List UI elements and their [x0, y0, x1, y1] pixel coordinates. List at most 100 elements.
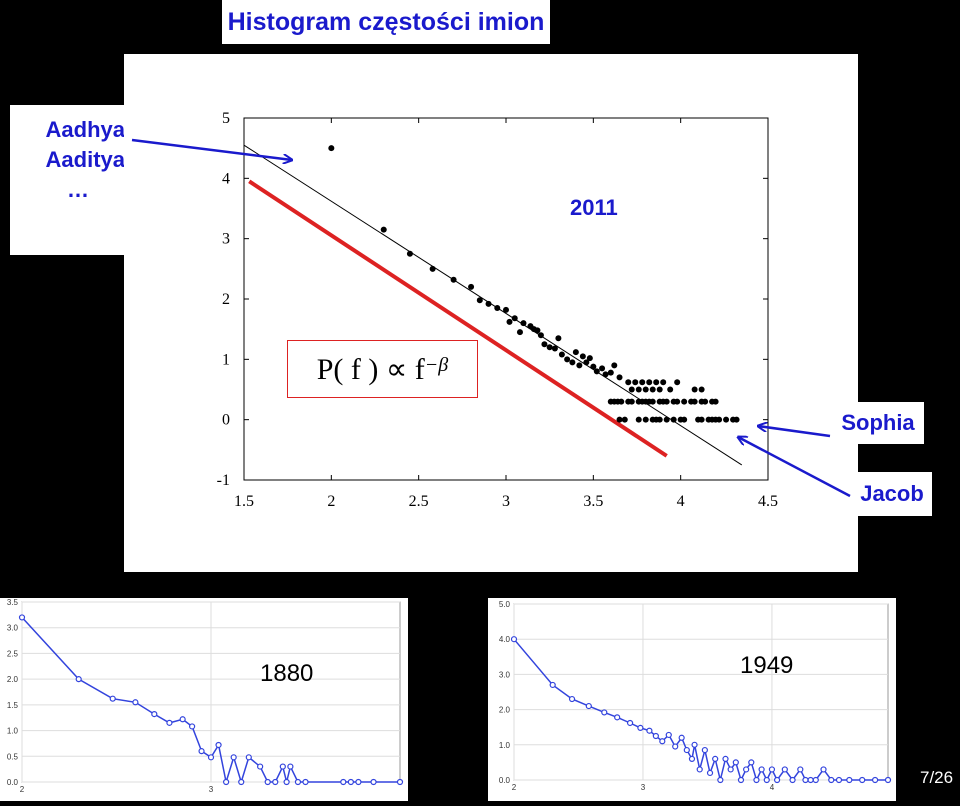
y-tick-label: 3.0 — [7, 624, 19, 633]
data-point — [520, 320, 527, 327]
series-point — [688, 755, 696, 762]
series-point — [706, 769, 714, 777]
data-point — [670, 416, 677, 423]
y-tick-label: 0 — [222, 412, 230, 429]
series-point — [347, 778, 354, 786]
series-point — [802, 776, 809, 784]
y-tick-label: 2.5 — [7, 649, 19, 658]
x-tick-label: 4 — [677, 493, 685, 510]
series-point — [859, 776, 866, 784]
series-point — [151, 711, 158, 718]
x-tick-label: 3 — [641, 783, 646, 792]
series-point — [279, 763, 286, 770]
data-point — [628, 386, 635, 393]
series-point — [763, 776, 770, 784]
name-item: Aadhya — [45, 117, 125, 142]
series-point — [355, 778, 362, 786]
series-point — [722, 755, 729, 762]
formula-base: P( f ) ∝ f — [316, 352, 425, 386]
y-tick-label: 1.5 — [7, 701, 19, 710]
data-point — [621, 416, 628, 423]
series-point — [396, 778, 404, 786]
data-point — [599, 365, 606, 372]
x-tick-label: 3.5 — [583, 493, 603, 510]
series-point — [283, 778, 290, 786]
x-tick-label: 4 — [770, 783, 775, 792]
y-tick-label: -1 — [217, 472, 230, 489]
y-tick-label: 2 — [222, 291, 230, 308]
data-point — [723, 416, 730, 423]
name-item: … — [67, 177, 89, 202]
series-point — [678, 734, 685, 741]
data-point — [674, 379, 681, 386]
data-point — [602, 371, 609, 378]
series-point — [743, 766, 750, 773]
x-tick-label: 2 — [327, 493, 335, 510]
y-tick-label: 5 — [222, 110, 230, 127]
series-point — [370, 778, 377, 786]
series-point — [846, 776, 853, 784]
series-point — [807, 776, 814, 784]
series-point — [672, 743, 679, 750]
data-point — [551, 345, 558, 352]
series-point — [198, 748, 205, 755]
y-tick-label: 2.0 — [7, 675, 19, 684]
top-names-callout: Aadhya Aaditya … — [10, 105, 128, 255]
page-number: 7/26 — [920, 768, 954, 787]
data-point — [681, 398, 688, 405]
data-point — [691, 398, 698, 405]
y-tick-label: 0.0 — [499, 776, 511, 785]
data-point — [328, 145, 335, 152]
series-point — [264, 778, 271, 786]
chart-1949: 0.0 1.0 2.0 3.0 4.0 5.0 2 3 4 1949 — [488, 598, 896, 801]
power-law-formula: P( f ) ∝ f −β — [287, 340, 478, 398]
data-point — [660, 379, 667, 386]
data-point — [534, 327, 541, 334]
jacob-label: Jacob — [852, 472, 932, 516]
x-tick-label: 2 — [512, 783, 517, 792]
series-point — [568, 695, 576, 703]
data-point — [632, 379, 639, 386]
x-tick-label: 4.5 — [758, 493, 778, 510]
x-tick-label: 2.5 — [409, 493, 429, 510]
chart-1949-svg: 0.0 1.0 2.0 3.0 4.0 5.0 2 3 4 — [499, 600, 892, 792]
y-tick-label: 0.5 — [7, 752, 19, 761]
series-point — [812, 776, 819, 784]
data-point — [616, 374, 623, 381]
series-point — [132, 699, 139, 706]
data-point — [681, 416, 688, 423]
data-point — [635, 416, 642, 423]
data-point — [406, 250, 413, 257]
data-point — [555, 335, 562, 342]
data-point — [663, 398, 670, 405]
series-point — [207, 754, 215, 761]
name-item: Aaditya — [45, 147, 125, 172]
series-point — [614, 714, 621, 721]
series-point — [683, 746, 690, 754]
data-point — [611, 362, 618, 369]
series-point — [701, 746, 708, 754]
data-point — [572, 349, 579, 356]
series-point — [646, 727, 653, 734]
data-point — [625, 379, 632, 386]
y-tick-label: 4.0 — [499, 635, 511, 644]
series-point — [287, 763, 294, 770]
series-point — [797, 766, 804, 773]
sophia-label: Sophia — [832, 402, 924, 444]
data-point — [656, 416, 663, 423]
series-point — [665, 731, 672, 739]
series-point — [340, 778, 347, 786]
series-point — [835, 776, 843, 784]
plot-frame — [513, 603, 889, 781]
y-tick-label: 2.0 — [499, 706, 511, 715]
series-point — [781, 766, 788, 773]
x-tick-label: 3 — [209, 785, 214, 794]
series-point — [510, 636, 518, 643]
series-point — [215, 741, 222, 749]
series-point — [637, 724, 644, 732]
year-label-1880: 1880 — [260, 660, 314, 687]
y-tick-label: 1.0 — [499, 741, 511, 750]
x-tick-label: 1.5 — [234, 493, 254, 510]
data-point — [642, 416, 649, 423]
series-point — [712, 755, 719, 762]
